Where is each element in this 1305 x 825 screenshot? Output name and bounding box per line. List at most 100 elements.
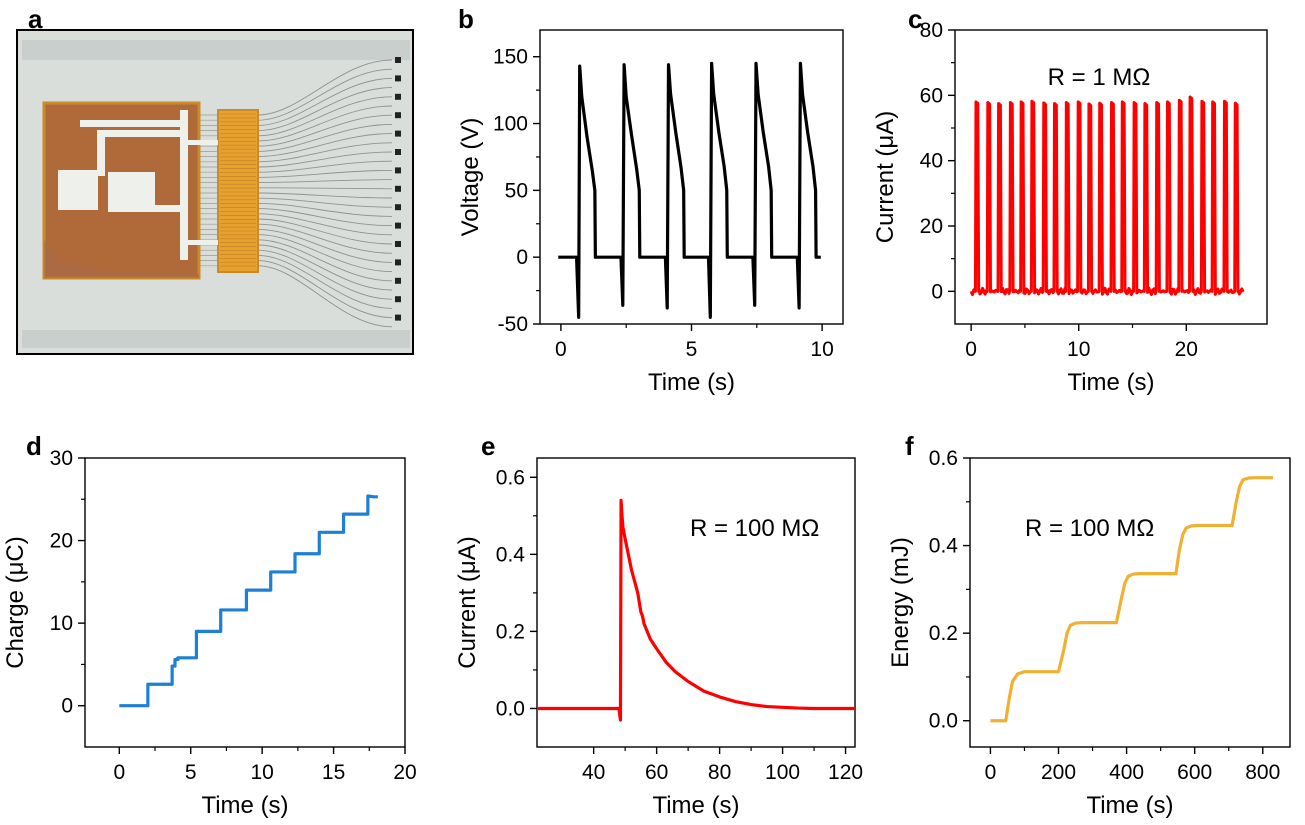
x-tick-label: 60 [645, 761, 668, 784]
lead-wire [257, 87, 393, 132]
electrode-trace [155, 205, 185, 212]
y-tick-label: 0.6 [496, 466, 525, 489]
y-tick-label: 0.2 [496, 620, 525, 643]
x-tick-label: 20 [393, 761, 416, 784]
plot-frame [536, 457, 856, 748]
y-tick-label: 150 [493, 46, 528, 69]
y-tick-label: 0.2 [929, 622, 958, 645]
lead-wire [257, 123, 393, 152]
pin [395, 112, 401, 119]
series-line [558, 61, 821, 319]
pin [395, 296, 401, 303]
y-tick-label: 50 [505, 179, 528, 202]
x-tick-label: 40 [582, 761, 605, 784]
pin [395, 241, 401, 247]
x-tick-label: 10 [1067, 338, 1090, 361]
lead-wire [257, 213, 393, 236]
x-tick-label: 15 [322, 761, 345, 784]
panel-letter-c: c [908, 4, 922, 34]
electrode-trace [97, 130, 105, 176]
pin [395, 167, 401, 174]
y-tick-label: 0 [931, 280, 943, 303]
x-tick-label: 400 [1109, 761, 1144, 784]
x-axis-label: Time (s) [652, 792, 739, 819]
x-tick-label: 0 [985, 761, 997, 784]
panel-letter-f: f [905, 431, 914, 461]
lead-wire [257, 151, 393, 168]
lead-wire [257, 142, 393, 163]
x-tick-label: 0 [555, 338, 567, 361]
lead-wire [257, 249, 393, 300]
plot-frame [84, 457, 406, 748]
lead-wire [257, 68, 393, 121]
electrode-trace [188, 240, 218, 245]
black-pins [395, 57, 401, 321]
x-tick-label: 0 [965, 338, 977, 361]
chart-e: e 40 60 80 100 120 0.0 0.2 0.4 0.6 Time (s) Current… [454, 431, 863, 819]
x-axis-label: Time (s) [1067, 369, 1154, 396]
y-tick-label: 0.0 [929, 710, 958, 733]
y-tick-label: 20 [920, 215, 943, 238]
x-tick-label: 120 [828, 761, 863, 784]
x-tick-label: 0 [113, 761, 125, 784]
y-tick-label: 30 [50, 447, 73, 470]
y-axis-label: Current (μA) [454, 536, 481, 669]
panel-letter-d: d [26, 431, 42, 461]
y-tick-label: -50 [498, 313, 528, 336]
plot-frame [969, 457, 1291, 748]
tray-top-rim [22, 40, 410, 60]
panel-letter-b: b [458, 4, 474, 34]
lead-wire [257, 96, 393, 137]
tray-bottom-rim [22, 330, 410, 348]
lead-wire [257, 133, 393, 158]
panel-a-photo: a [16, 4, 414, 355]
pin [395, 185, 401, 192]
x-tick-label: 10 [810, 338, 833, 361]
chart-f: f 0 200 400 600 800 0.0 0.2 0.4 0.6 Time (s) Energy… [887, 431, 1291, 819]
lead-wire [257, 254, 393, 309]
x-axis-label: Time (s) [648, 369, 735, 396]
pad-damage [44, 240, 199, 278]
lead-wire [257, 114, 393, 147]
y-axis-label: Charge (μC) [2, 536, 29, 669]
x-tick-label: 200 [1041, 761, 1076, 784]
y-tick-label: 60 [920, 84, 943, 107]
chart-b: b 0 5 10 -50 0 50 100 150 Time (s) Voltage (V) [457, 4, 844, 396]
x-tick-label: 10 [250, 761, 273, 784]
x-axis-label: Time (s) [201, 792, 288, 819]
x-tick-label: 5 [185, 761, 197, 784]
x-tick-label: 800 [1245, 761, 1280, 784]
lead-wire [257, 218, 393, 245]
series-line [990, 476, 1273, 723]
pin [395, 149, 401, 155]
electrode-trace [180, 110, 188, 260]
electrode-square-left [58, 170, 98, 210]
lead-wire [257, 228, 393, 263]
x-tick-label: 20 [1175, 338, 1198, 361]
lead-wire [257, 234, 393, 273]
pin [395, 314, 401, 321]
pin [395, 130, 401, 137]
electrode-trace [80, 120, 185, 127]
pin [395, 57, 401, 63]
x-tick-label: 600 [1177, 761, 1212, 784]
y-tick-label: 80 [920, 19, 943, 42]
lead-wire [257, 105, 393, 142]
pin [395, 222, 401, 229]
lead-wire [257, 179, 393, 184]
series-line [119, 494, 378, 708]
pin [395, 204, 401, 211]
y-axis-label: Current (μA) [872, 111, 899, 244]
lead-wire [257, 169, 393, 178]
annotation-resistance: R = 100 MΩ [690, 515, 819, 542]
pin [395, 93, 401, 100]
lead-wire [257, 223, 393, 254]
lead-wire [257, 260, 393, 319]
x-axis-label: Time (s) [1086, 792, 1173, 819]
y-tick-label: 20 [50, 530, 73, 553]
y-tick-label: 0.6 [929, 447, 958, 470]
pin [395, 259, 401, 266]
lead-wire [257, 187, 393, 190]
panel-letter-a: a [28, 4, 43, 34]
electrode-pattern [58, 110, 218, 260]
